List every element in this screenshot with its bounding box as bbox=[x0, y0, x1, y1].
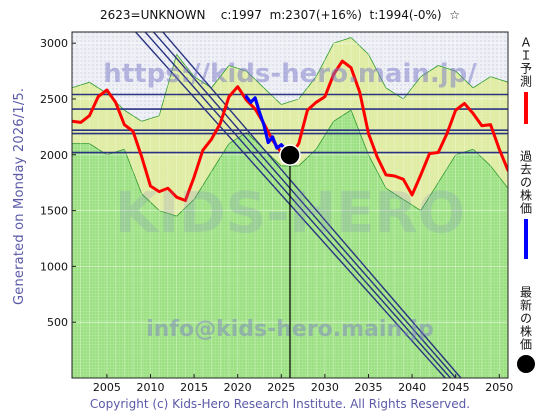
latest-price-marker bbox=[279, 144, 301, 378]
y-tick-label: 2000 bbox=[40, 149, 68, 162]
chart-title: 2623=UNKNOWN c:1997 m:2307(+16%) t:1994(… bbox=[100, 8, 460, 22]
legend-latest-price-label: 最新の株価 bbox=[518, 286, 533, 351]
legend-past-price-swatch bbox=[524, 219, 528, 259]
y-tick-label: 1500 bbox=[40, 205, 68, 218]
x-tick-label: 2040 bbox=[398, 381, 426, 394]
x-tick-label: 2025 bbox=[267, 381, 295, 394]
trend-line bbox=[161, 32, 462, 378]
x-tick-label: 2015 bbox=[180, 381, 208, 394]
legend-latest-price: 最新の株価 bbox=[514, 286, 538, 373]
y-tick-label: 2500 bbox=[40, 93, 68, 106]
x-tick-label: 2030 bbox=[311, 381, 339, 394]
legend-latest-price-dot bbox=[517, 355, 535, 373]
legend-ai-forecast: ＡＩ予測 bbox=[514, 36, 538, 124]
legend-past-price-label: 過去の株価 bbox=[518, 150, 533, 215]
past-price-line bbox=[244, 95, 292, 157]
x-tick-label: 2005 bbox=[93, 381, 121, 394]
watermark-url: https://kids-hero.main.jp/ bbox=[103, 59, 477, 89]
axes: 2005 2010 2015 2020 2025 2030 2035 2040 2045 2050… bbox=[40, 37, 513, 394]
x-tick-label: 2050 bbox=[485, 381, 513, 394]
x-tick-label: 2035 bbox=[354, 381, 382, 394]
trend-line bbox=[134, 32, 446, 378]
legend-past-price: 過去の株価 bbox=[514, 150, 538, 259]
y-tick-label: 3000 bbox=[40, 37, 68, 50]
y-tick-label: 500 bbox=[47, 316, 68, 329]
latest-price-dot bbox=[279, 144, 301, 166]
trend-line bbox=[144, 32, 451, 378]
legend-ai-forecast-label: ＡＩ予測 bbox=[518, 36, 533, 88]
x-tick-label: 2020 bbox=[224, 381, 252, 394]
legend-ai-forecast-swatch bbox=[524, 92, 528, 124]
x-tick-label: 2010 bbox=[136, 381, 164, 394]
y-tick-label: 1000 bbox=[40, 260, 68, 273]
copyright-footer: Copyright (c) Kids-Hero Research Institu… bbox=[89, 397, 471, 411]
x-tick-label: 2045 bbox=[442, 381, 470, 394]
